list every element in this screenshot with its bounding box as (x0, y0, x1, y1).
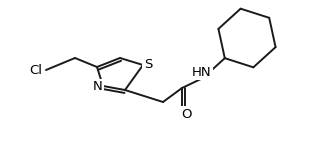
Text: N: N (93, 81, 103, 93)
Text: S: S (144, 57, 152, 71)
Text: O: O (182, 107, 192, 121)
Text: HN: HN (192, 66, 212, 78)
Text: Cl: Cl (29, 64, 42, 76)
